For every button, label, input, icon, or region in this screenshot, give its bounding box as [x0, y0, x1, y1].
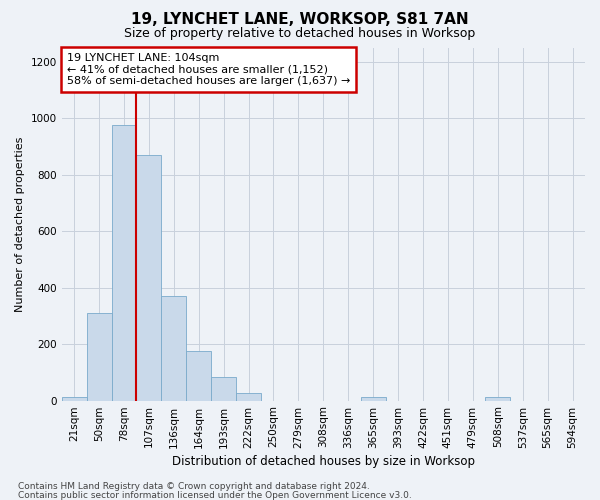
X-axis label: Distribution of detached houses by size in Worksop: Distribution of detached houses by size … [172, 454, 475, 468]
Bar [361, 397, 386, 400]
Text: Size of property relative to detached houses in Worksop: Size of property relative to detached ho… [124, 28, 476, 40]
Text: Contains public sector information licensed under the Open Government Licence v3: Contains public sector information licen… [18, 490, 412, 500]
Bar [112, 125, 136, 400]
Text: 19, LYNCHET LANE, WORKSOP, S81 7AN: 19, LYNCHET LANE, WORKSOP, S81 7AN [131, 12, 469, 28]
Text: 19 LYNCHET LANE: 104sqm
← 41% of detached houses are smaller (1,152)
58% of semi: 19 LYNCHET LANE: 104sqm ← 41% of detache… [67, 53, 350, 86]
Text: Contains HM Land Registry data © Crown copyright and database right 2024.: Contains HM Land Registry data © Crown c… [18, 482, 370, 491]
Bar [136, 155, 161, 400]
Bar [186, 351, 211, 401]
Bar [62, 397, 86, 400]
Bar [86, 313, 112, 400]
Y-axis label: Number of detached properties: Number of detached properties [15, 136, 25, 312]
Bar [236, 393, 261, 400]
Bar [485, 397, 510, 400]
Bar [211, 376, 236, 400]
Bar [161, 296, 186, 401]
